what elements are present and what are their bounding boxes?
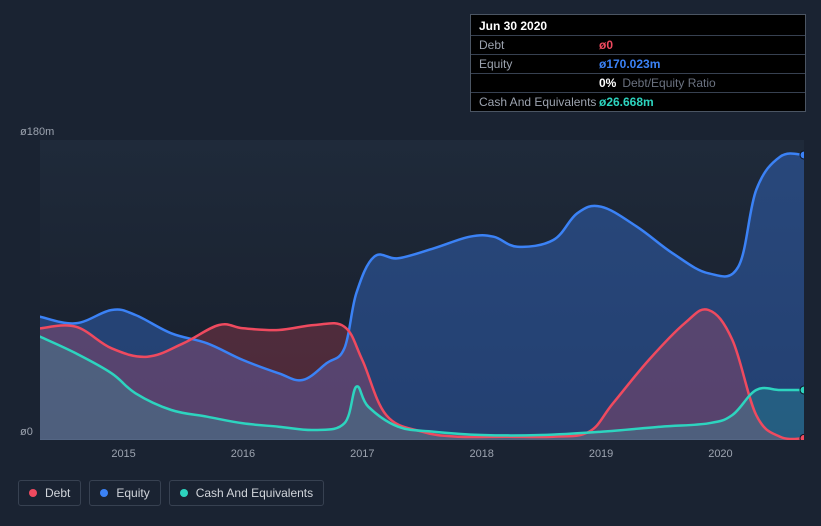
- area-chart: [40, 140, 804, 440]
- tooltip-row: 0%Debt/Equity Ratio: [471, 74, 805, 93]
- tooltip-row: Debtø0: [471, 36, 805, 55]
- tooltip-date: Jun 30 2020: [471, 15, 805, 36]
- legend-dot-debt: [29, 489, 37, 497]
- y-axis-tick: ø0: [20, 426, 33, 438]
- chart-legend: Debt Equity Cash And Equivalents: [18, 480, 324, 506]
- x-axis-tick: 2020: [708, 448, 732, 460]
- x-axis-tick: 2018: [469, 448, 493, 460]
- tooltip-row: Cash And Equivalentsø26.668m: [471, 93, 805, 111]
- x-axis-tick: 2016: [231, 448, 255, 460]
- chart-plot-area: [40, 140, 804, 440]
- chart-tooltip: Jun 30 2020 Debtø0Equityø170.023m0%Debt/…: [470, 14, 806, 112]
- x-axis-tick: 2015: [111, 448, 135, 460]
- legend-item-cash[interactable]: Cash And Equivalents: [169, 480, 324, 506]
- x-axis-tick: 2017: [350, 448, 374, 460]
- legend-label-debt: Debt: [45, 486, 70, 500]
- legend-label-equity: Equity: [116, 486, 149, 500]
- legend-dot-equity: [100, 489, 108, 497]
- tooltip-row: Equityø170.023m: [471, 55, 805, 74]
- legend-item-debt[interactable]: Debt: [18, 480, 81, 506]
- y-axis-tick: ø180m: [20, 126, 54, 138]
- legend-label-cash: Cash And Equivalents: [196, 486, 313, 500]
- legend-item-equity[interactable]: Equity: [89, 480, 160, 506]
- legend-dot-cash: [180, 489, 188, 497]
- x-axis-tick: 2019: [589, 448, 613, 460]
